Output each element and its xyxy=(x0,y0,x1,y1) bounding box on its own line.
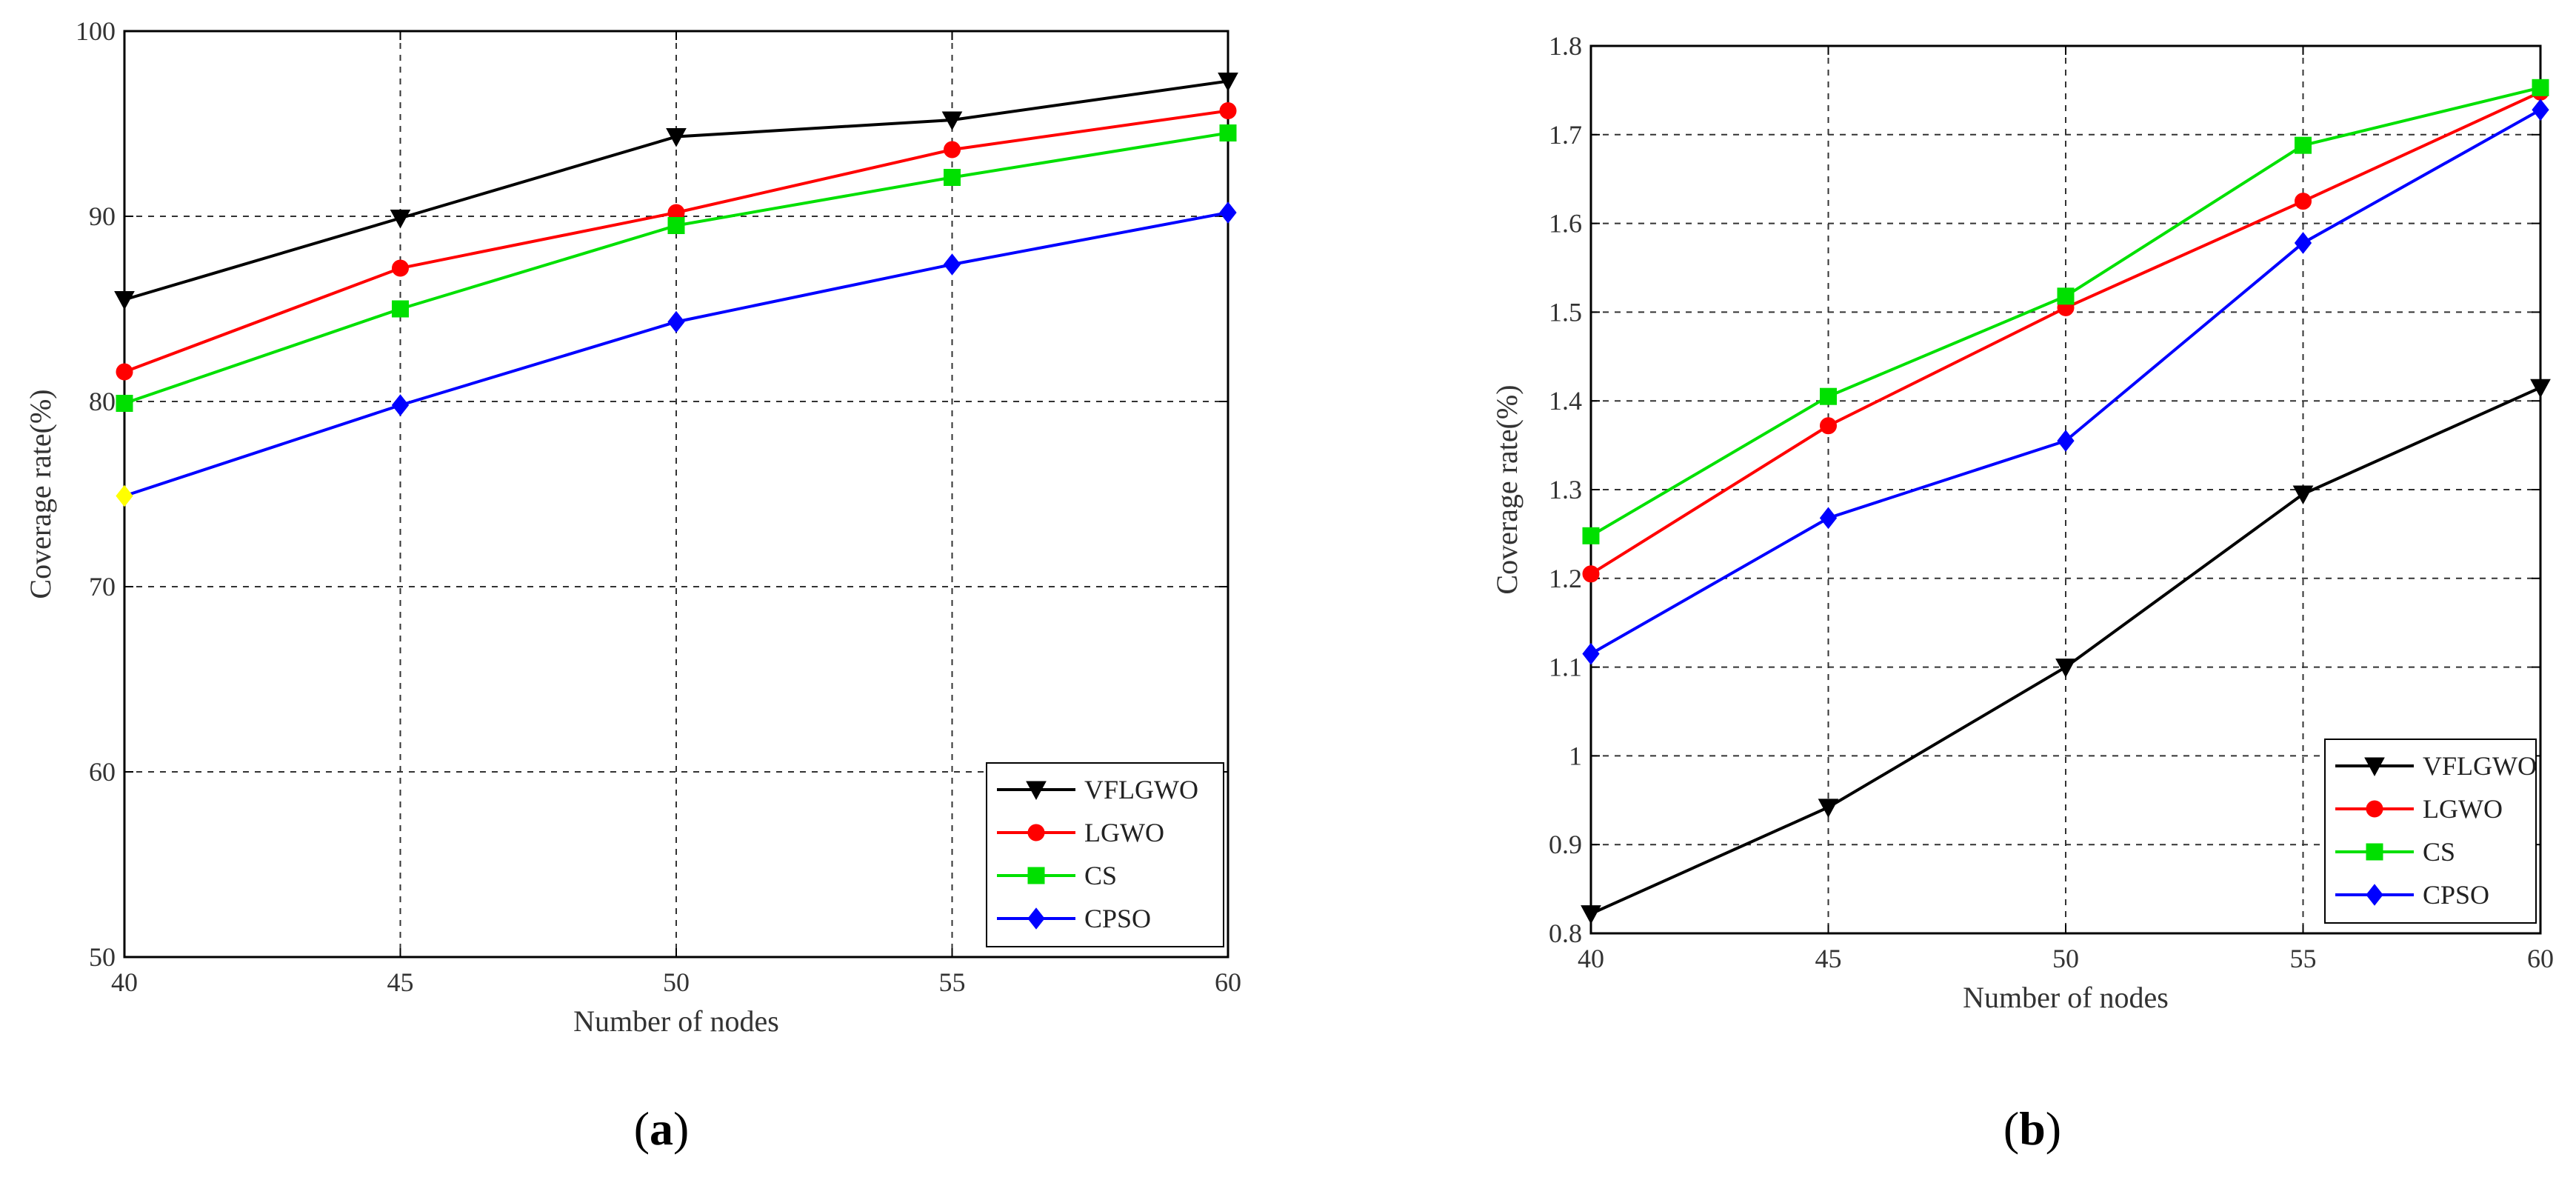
y-tick-label-1-5-b: 1.5 xyxy=(1549,297,1582,327)
legend-marker-lgwo-a xyxy=(1027,824,1045,841)
data-point-lgwo-60-a xyxy=(1219,102,1237,119)
data-point-cpso-40-b xyxy=(1582,642,1600,665)
data-point-cs-40-b xyxy=(1582,527,1600,544)
x-axis-label-b: Number of nodes xyxy=(1963,981,2169,1014)
data-point-vflgwo-40-b xyxy=(1581,905,1601,924)
legend-label-cs-a: CS xyxy=(1084,861,1117,890)
y-tick-label-0-8-b: 0.8 xyxy=(1549,919,1582,948)
data-point-vflgwo-60-a xyxy=(1218,73,1238,92)
data-point-vflgwo-50-a xyxy=(666,128,687,147)
data-point-cs-55-a xyxy=(944,169,961,186)
data-point-cs-40-a xyxy=(116,395,133,412)
data-point-cpso-45-a xyxy=(391,394,410,416)
x-tick-label-60-b: 60 xyxy=(2527,944,2554,973)
data-point-cpso-60-a xyxy=(1219,201,1237,224)
data-point-cpso-55-a xyxy=(943,253,961,276)
chart-panel-b: 40 45 50 55 60 0.8 0.9 1 1.1 1.2 1.3 1.4 1.5 1.6 1.7 1.… xyxy=(1490,31,2554,1014)
legend-marker-vflgwo-a xyxy=(1026,781,1047,801)
y-tick-label-1-b: 1 xyxy=(1569,741,1582,770)
x-tick-label-45-b: 45 xyxy=(1815,944,1842,973)
data-point-lgwo-40-b xyxy=(1582,565,1600,583)
y-axis-label-a: Coverage rate(%) xyxy=(24,389,57,599)
chart-panel-a: 40 45 50 55 60 50 60 70 80 90 100 Number of nodes Co… xyxy=(24,16,1241,1038)
y-tick-label-90-a: 90 xyxy=(89,201,116,231)
data-point-cpso-55-b xyxy=(2294,232,2312,254)
data-point-cpso-40-a xyxy=(116,484,133,507)
legend-marker-lgwo-b xyxy=(2366,800,2383,818)
data-point-cpso-50-b xyxy=(2057,430,2075,452)
legend-label-vflgwo-b: VFLGWO xyxy=(2423,751,2537,781)
y-tick-label-1-3-b: 1.3 xyxy=(1549,475,1582,504)
data-point-cs-60-b xyxy=(2532,79,2549,96)
legend-label-cs-b: CS xyxy=(2423,837,2455,867)
data-point-vflgwo-50-b xyxy=(2055,659,2076,678)
legend-label-cpso-b: CPSO xyxy=(2423,880,2489,910)
data-point-vflgwo-45-b xyxy=(1818,799,1839,818)
data-point-lgwo-45-a xyxy=(392,259,409,277)
data-point-vflgwo-60-b xyxy=(2530,379,2551,399)
data-point-cs-50-b xyxy=(2057,287,2075,305)
y-tick-label-1-6-b: 1.6 xyxy=(1549,209,1582,239)
legend-label-vflgwo-a: VFLGWO xyxy=(1084,775,1198,804)
data-point-cs-60-a xyxy=(1219,124,1237,141)
y-tick-label-100-a: 100 xyxy=(76,16,116,46)
y-tick-label-0-9-b: 0.9 xyxy=(1549,830,1582,859)
caption-b: (b) xyxy=(2003,1102,2061,1155)
data-point-cs-55-b xyxy=(2295,136,2312,154)
legend-marker-cs-a xyxy=(1027,867,1045,884)
data-point-lgwo-55-a xyxy=(944,141,961,159)
data-point-cpso-50-a xyxy=(667,310,685,333)
legend-marker-vflgwo-b xyxy=(2364,757,2385,777)
data-point-vflgwo-40-a xyxy=(114,291,135,310)
y-axis-label-b: Coverage rate(%) xyxy=(1490,384,1524,594)
y-tick-label-50-a: 50 xyxy=(89,942,116,972)
x-tick-label-50-b: 50 xyxy=(2052,944,2079,973)
data-point-lgwo-40-a xyxy=(116,363,133,381)
x-tick-label-55-b: 55 xyxy=(2290,944,2317,973)
data-point-cpso-45-b xyxy=(1819,507,1838,530)
legend-label-lgwo-a: LGWO xyxy=(1084,818,1164,847)
data-point-cs-45-b xyxy=(1820,387,1837,405)
x-tick-label-40-b: 40 xyxy=(1578,944,1604,973)
data-point-vflgwo-55-a xyxy=(941,111,963,131)
legend-marker-cpso-b xyxy=(2366,884,2383,906)
x-tick-label-55-a: 55 xyxy=(939,967,966,997)
data-point-cs-45-a xyxy=(392,300,409,318)
x-tick-label-40-a: 40 xyxy=(111,967,138,997)
y-tick-label-60-a: 60 xyxy=(89,757,116,787)
legend-box-a xyxy=(986,762,1224,947)
legend-label-lgwo-b: LGWO xyxy=(2423,794,2503,824)
y-tick-label-1-1-b: 1.1 xyxy=(1549,653,1582,682)
data-point-vflgwo-45-a xyxy=(390,210,411,229)
y-tick-label-1-7-b: 1.7 xyxy=(1549,120,1582,150)
legend-box-b xyxy=(2324,739,2537,924)
x-tick-label-50-a: 50 xyxy=(663,967,690,997)
y-tick-label-1-4-b: 1.4 xyxy=(1549,386,1582,416)
y-tick-label-80-a: 80 xyxy=(89,387,116,416)
data-point-vflgwo-55-b xyxy=(2292,485,2314,505)
data-point-cs-50-a xyxy=(667,217,685,234)
y-tick-label-1-2-b: 1.2 xyxy=(1549,564,1582,593)
y-tick-label-1-8-b: 1.8 xyxy=(1549,31,1582,61)
data-point-lgwo-55-b xyxy=(2295,193,2312,210)
legend-marker-cs-b xyxy=(2366,843,2383,861)
x-tick-label-60-a: 60 xyxy=(1215,967,1241,997)
caption-a: (a) xyxy=(634,1102,690,1155)
legend-label-cpso-a: CPSO xyxy=(1084,904,1151,933)
data-point-cpso-60-b xyxy=(2532,99,2549,121)
x-axis-label-a: Number of nodes xyxy=(573,1004,779,1038)
x-tick-label-45-a: 45 xyxy=(387,967,414,997)
legend-marker-cpso-a xyxy=(1027,907,1045,930)
data-point-lgwo-45-b xyxy=(1820,417,1837,435)
y-tick-label-70-a: 70 xyxy=(89,572,116,601)
